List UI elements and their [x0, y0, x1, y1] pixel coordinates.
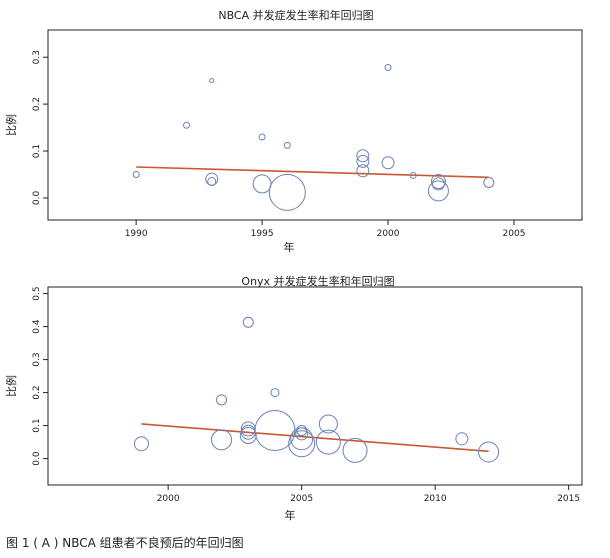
y-tick-label: 0.2 — [32, 385, 42, 399]
y-tick-label: 0.0 — [32, 451, 42, 466]
onyx-chart: Onyx 并发症发生率和年回归图 2000 2005 2010 2015 0.0 0.1… — [4, 274, 583, 522]
data-point — [207, 177, 217, 187]
regression-line — [136, 166, 489, 179]
data-point — [239, 427, 257, 444]
data-point — [356, 154, 370, 168]
data-point — [384, 64, 392, 72]
data-point — [409, 171, 417, 179]
x-tick-label: 2010 — [424, 494, 447, 504]
data-point — [342, 437, 368, 463]
x-tick-label: 2005 — [290, 494, 313, 504]
data-point — [427, 180, 449, 202]
data-point — [318, 414, 338, 434]
x-tick-label: 2005 — [503, 229, 526, 239]
data-point — [290, 427, 314, 451]
y-tick-label: 0.0 — [32, 191, 42, 206]
data-point — [252, 174, 272, 194]
data-point — [288, 430, 316, 458]
y-tick-label: 0.3 — [32, 50, 42, 64]
x-tick-label: 2015 — [557, 494, 580, 504]
data-point — [430, 174, 446, 190]
data-point — [455, 432, 469, 446]
y-axis-label: 比例 — [4, 114, 18, 136]
data-point — [211, 429, 233, 451]
figure: NBCA 并发症发生率和年回归图 1990 1995 2000 2005 0.0 0.1… — [4, 8, 583, 522]
chart-title: NBCA 并发症发生率和年回归图 — [218, 8, 373, 22]
regression-line — [141, 423, 489, 453]
data-point — [268, 173, 306, 211]
data-point — [132, 170, 140, 178]
nbca-chart: NBCA 并发症发生率和年回归图 1990 1995 2000 2005 0.0 0.1… — [4, 8, 583, 254]
y-tick-label: 0.3 — [32, 352, 42, 366]
y-tick-label: 0.2 — [32, 97, 42, 111]
data-point — [258, 133, 266, 141]
y-axis: 0.0 0.1 0.2 0.3 0.4 0.5 — [32, 286, 48, 466]
y-tick-label: 0.5 — [32, 286, 42, 300]
data-point — [133, 436, 149, 452]
y-axis: 0.0 0.1 0.2 0.3 — [32, 50, 48, 205]
figure-caption: 图 1 ( A ) NBCA 组患者不良预后的年回归图 — [6, 536, 244, 550]
data-point — [478, 441, 500, 463]
data-point — [283, 141, 291, 149]
x-axis-label: 年 — [285, 508, 296, 522]
x-tick-label: 1995 — [251, 229, 274, 239]
x-tick-label: 2000 — [157, 494, 180, 504]
x-axis: 1990 1995 2000 2005 — [125, 220, 526, 239]
data-point — [209, 78, 215, 84]
x-tick-label: 2000 — [377, 229, 400, 239]
data-point — [270, 388, 280, 398]
data-point — [356, 149, 370, 163]
chart-title: Onyx 并发症发生率和年回归图 — [241, 274, 394, 288]
data-point — [205, 172, 219, 186]
y-axis-label: 比例 — [4, 375, 18, 397]
data-point — [381, 156, 395, 170]
x-axis-label: 年 — [284, 240, 295, 254]
data-point — [242, 316, 254, 328]
data-point — [216, 394, 228, 406]
data-point — [356, 164, 370, 178]
plot-frame — [47, 29, 583, 221]
data-points — [132, 64, 495, 211]
y-tick-label: 0.4 — [32, 319, 42, 334]
data-point — [431, 177, 445, 191]
plot-frame — [47, 286, 583, 486]
data-point — [315, 429, 341, 455]
data-point — [483, 176, 495, 188]
x-axis: 2000 2005 2010 2015 — [157, 485, 580, 504]
y-tick-label: 0.1 — [32, 418, 42, 432]
y-tick-label: 0.1 — [32, 144, 42, 158]
data-points — [133, 316, 500, 463]
x-tick-label: 1990 — [125, 229, 148, 239]
data-point — [183, 121, 191, 129]
